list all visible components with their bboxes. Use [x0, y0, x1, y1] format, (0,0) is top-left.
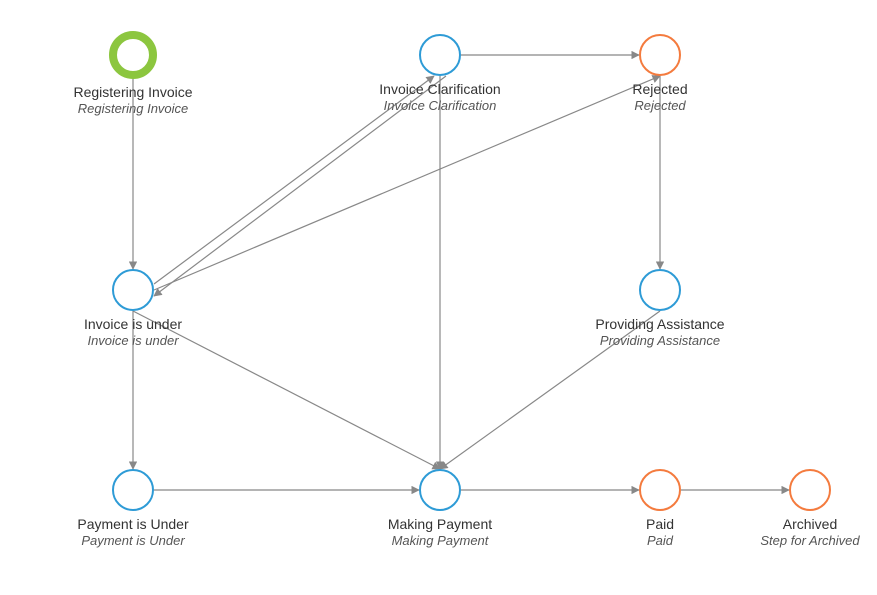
node-arch[interactable]: ArchivedStep for Archived: [760, 470, 860, 548]
node-circle-assist[interactable]: [640, 270, 680, 310]
node-making[interactable]: Making PaymentMaking Payment: [388, 470, 492, 548]
node-title-under: Invoice is under: [84, 316, 182, 332]
node-subtitle-clar: Invoice Clarification: [384, 98, 497, 113]
node-subtitle-reg: Registering Invoice: [78, 101, 189, 116]
node-circle-arch[interactable]: [790, 470, 830, 510]
node-circle-payu[interactable]: [113, 470, 153, 510]
node-assist[interactable]: Providing AssistanceProviding Assistance: [595, 270, 724, 348]
node-title-arch: Archived: [783, 516, 837, 532]
node-title-rej: Rejected: [632, 81, 687, 97]
node-circle-reg[interactable]: [113, 35, 153, 75]
node-circle-making[interactable]: [420, 470, 460, 510]
edges-layer: [133, 55, 789, 490]
node-circle-clar[interactable]: [420, 35, 460, 75]
node-circle-paid[interactable]: [640, 470, 680, 510]
node-under[interactable]: Invoice is underInvoice is under: [84, 270, 182, 348]
node-payu[interactable]: Payment is UnderPayment is Under: [77, 470, 189, 548]
node-clar[interactable]: Invoice ClarificationInvoice Clarificati…: [379, 35, 500, 113]
edge-under-making: [133, 311, 440, 469]
node-subtitle-under: Invoice is under: [87, 333, 179, 348]
node-reg[interactable]: Registering InvoiceRegistering Invoice: [73, 35, 192, 116]
node-subtitle-arch: Step for Archived: [760, 533, 860, 548]
node-subtitle-assist: Providing Assistance: [600, 333, 720, 348]
node-title-reg: Registering Invoice: [73, 84, 192, 100]
node-paid[interactable]: PaidPaid: [640, 470, 680, 548]
node-rej[interactable]: RejectedRejected: [632, 35, 687, 113]
node-subtitle-making: Making Payment: [392, 533, 490, 548]
node-title-payu: Payment is Under: [77, 516, 189, 532]
node-title-paid: Paid: [646, 516, 674, 532]
node-title-assist: Providing Assistance: [595, 316, 724, 332]
nodes-layer: Registering InvoiceRegistering Invoice In…: [73, 35, 860, 548]
node-title-making: Making Payment: [388, 516, 492, 532]
node-subtitle-rej: Rejected: [634, 98, 686, 113]
node-subtitle-paid: Paid: [647, 533, 674, 548]
node-subtitle-payu: Payment is Under: [81, 533, 185, 548]
node-circle-under[interactable]: [113, 270, 153, 310]
node-title-clar: Invoice Clarification: [379, 81, 500, 97]
workflow-diagram: Registering InvoiceRegistering Invoice In…: [0, 0, 877, 595]
node-circle-rej[interactable]: [640, 35, 680, 75]
